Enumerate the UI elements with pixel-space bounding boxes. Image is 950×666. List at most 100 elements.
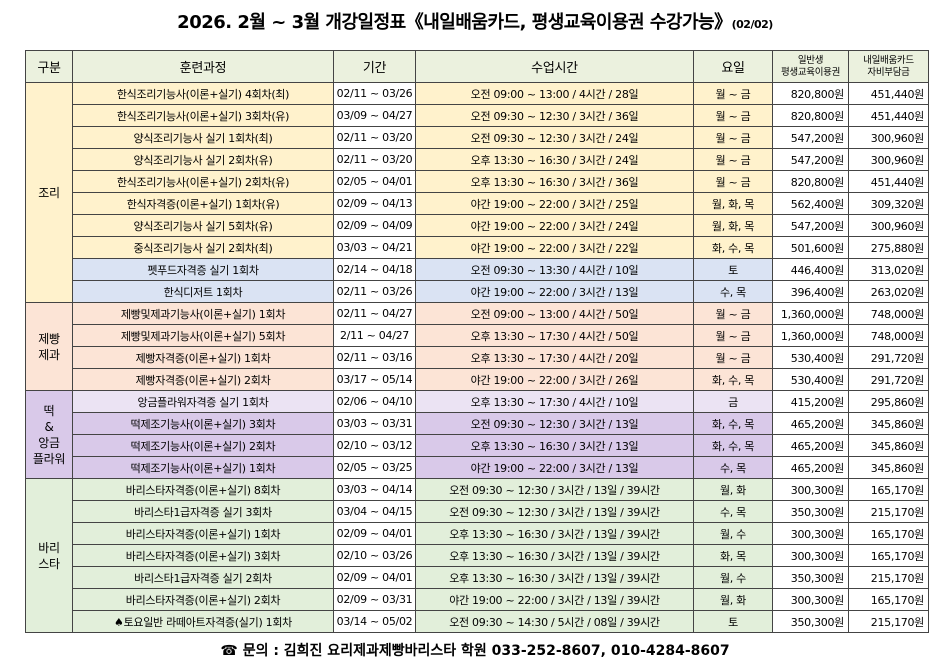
table-cell: 02/09 ~ 03/31	[333, 588, 416, 611]
header-cell: 구분	[25, 50, 73, 83]
table-row: 한식디저트 1회차 02/11 ~ 03/26 야간 19:00 ~ 22:00 /…	[26, 280, 929, 303]
table-cell: 오후 13:30 ~ 16:30 / 3시간 / 13일 / 39시간	[415, 522, 694, 545]
header-cell: 훈련과정	[72, 50, 334, 83]
table-cell: 02/11 ~ 03/26	[333, 280, 416, 303]
table-row: 양식조리기능사 실기 2회차(유) 02/11 ~ 03/20 오후 13:30 ~…	[26, 148, 929, 171]
table-cell: 수, 목	[693, 280, 773, 303]
table-cell: 562,400원	[772, 192, 849, 215]
table-cell: 야간 19:00 ~ 22:00 / 3시간 / 13일	[415, 280, 694, 303]
table-cell: 오후 13:30 ~ 16:30 / 3시간 / 13일 / 39시간	[415, 544, 694, 567]
table-cell: 165,170원	[848, 544, 929, 567]
table-cell: 월 ~ 금	[693, 104, 773, 127]
table-cell: 02/14 ~ 04/18	[333, 258, 416, 281]
header-cell: 수업시간	[415, 50, 694, 83]
table-row: 양식조리기능사 실기 1회차(최) 02/11 ~ 03/20 오전 09:30 ~…	[26, 126, 929, 149]
table-row: 바리스타1급자격증 실기 2회차 02/09 ~ 04/01 오후 13:30 ~ …	[26, 566, 929, 589]
header-cell: 요일	[693, 50, 773, 83]
table-cell: 530,400원	[772, 346, 849, 369]
table-cell: 03/03 ~ 03/31	[333, 412, 416, 435]
table-cell: 748,000원	[848, 302, 929, 325]
table-cell: 300,960원	[848, 126, 929, 149]
table-cell: 02/09 ~ 04/01	[333, 522, 416, 545]
table-cell: 오전 09:00 ~ 13:00 / 4시간 / 50일	[415, 302, 694, 325]
table-cell: 화, 수, 목	[693, 236, 773, 259]
table-cell: 350,300원	[772, 610, 849, 633]
table-cell: 제빵및제과기능사(이론+실기) 1회차	[72, 302, 334, 325]
table-cell: 오전 09:30 ~ 12:30 / 3시간 / 36일	[415, 104, 694, 127]
table-cell: 오후 13:30 ~ 17:30 / 4시간 / 50일	[415, 324, 694, 347]
table-cell: 275,880원	[848, 236, 929, 259]
table-cell: 오전 09:30 ~ 12:30 / 3시간 / 13일 / 39시간	[415, 478, 694, 501]
table-cell: 월, 수	[693, 522, 773, 545]
table-cell: 451,440원	[848, 82, 929, 105]
table-cell: 월, 화, 목	[693, 214, 773, 237]
table-cell: 야간 19:00 ~ 22:00 / 3시간 / 26일	[415, 368, 694, 391]
table-cell: 양식조리기능사 실기 5회차(유)	[72, 214, 334, 237]
table-cell: 165,170원	[848, 478, 929, 501]
table-cell: 바리스타자격증(이론+실기) 3회차	[72, 544, 334, 567]
table-cell: 465,200원	[772, 434, 849, 457]
table-cell: 월 ~ 금	[693, 148, 773, 171]
table-cell: 오후 13:30 ~ 16:30 / 3시간 / 36일	[415, 170, 694, 193]
table-cell: 03/03 ~ 04/14	[333, 478, 416, 501]
header-cell: 일반생 평생교육이용권	[772, 50, 849, 83]
group-cell: 떡 & 앙금 플라워	[25, 390, 73, 479]
table-cell: 03/03 ~ 04/21	[333, 236, 416, 259]
table-cell: 야간 19:00 ~ 22:00 / 3시간 / 22일	[415, 236, 694, 259]
table-cell: 02/05 ~ 04/01	[333, 170, 416, 193]
table-row: 펫푸드자격증 실기 1회차 02/14 ~ 04/18 오전 09:30 ~ 13:…	[26, 258, 929, 281]
table-cell: 215,170원	[848, 566, 929, 589]
table-row: 한식자격증(이론+실기) 1회차(유) 02/09 ~ 04/13 야간 19:00…	[26, 192, 929, 215]
table-row: 바리스타자격증(이론+실기) 3회차 02/10 ~ 03/26 오후 13:30 …	[26, 544, 929, 567]
table-cell: 345,860원	[848, 456, 929, 479]
text-line: 바리	[38, 540, 60, 555]
table-cell: 떡제조기능사(이론+실기) 2회차	[72, 434, 334, 457]
table-row: 제빵자격증(이론+실기) 1회차 02/11 ~ 03/16 오후 13:30 ~ …	[26, 346, 929, 369]
table-cell: 바리스타1급자격증 실기 3회차	[72, 500, 334, 523]
table-cell: 03/04 ~ 04/15	[333, 500, 416, 523]
text-line: 내일배움카드	[863, 54, 914, 66]
table-cell: 02/09 ~ 04/13	[333, 192, 416, 215]
table-cell: 215,170원	[848, 500, 929, 523]
table-cell: 03/17 ~ 05/14	[333, 368, 416, 391]
table-cell: 수, 목	[693, 456, 773, 479]
table-cell: 547,200원	[772, 126, 849, 149]
table-cell: 양식조리기능사 실기 1회차(최)	[72, 126, 334, 149]
table-cell: 451,440원	[848, 104, 929, 127]
table-cell: 465,200원	[772, 412, 849, 435]
table-cell: 350,300원	[772, 566, 849, 589]
table-cell: 앙금플라워자격증 실기 1회차	[72, 390, 334, 413]
table-cell: 야간 19:00 ~ 22:00 / 3시간 / 13일 / 39시간	[415, 588, 694, 611]
text-line: 자비부담금	[867, 66, 910, 78]
table-cell: 03/14 ~ 05/02	[333, 610, 416, 633]
table-cell: 02/10 ~ 03/12	[333, 434, 416, 457]
table-cell: 떡제조기능사(이론+실기) 3회차	[72, 412, 334, 435]
table-cell: 820,800원	[772, 170, 849, 193]
table-cell: 345,860원	[848, 434, 929, 457]
table-cell: 530,400원	[772, 368, 849, 391]
table-cell: 오후 13:30 ~ 17:30 / 4시간 / 20일	[415, 346, 694, 369]
table-cell: 월 ~ 금	[693, 126, 773, 149]
table-row: 떡제조기능사(이론+실기) 3회차 03/03 ~ 03/31 오전 09:30 ~…	[26, 412, 929, 435]
text-line: 제빵	[38, 331, 60, 346]
table-row: 바리스타1급자격증 실기 3회차 03/04 ~ 04/15 오전 09:30 ~ …	[26, 500, 929, 523]
table-cell: 토	[693, 258, 773, 281]
header-cell: 내일배움카드 자비부담금	[848, 50, 929, 83]
table-cell: 월 ~ 금	[693, 170, 773, 193]
table-row: 떡제조기능사(이론+실기) 2회차 02/10 ~ 03/12 오후 13:30 ~…	[26, 434, 929, 457]
group-cell: 제빵 제과	[25, 302, 73, 391]
table-cell: 820,800원	[772, 104, 849, 127]
table-cell: 02/11 ~ 03/26	[333, 82, 416, 105]
table-cell: 02/05 ~ 03/25	[333, 456, 416, 479]
table-cell: 350,300원	[772, 500, 849, 523]
schedule-table: 구분 훈련과정 기간 수업시간 요일 일반생 평생교육이용권 내일배움카드 자비부담금 조리 한식…	[25, 50, 929, 633]
table-cell: 451,440원	[848, 170, 929, 193]
table-cell: 02/10 ~ 03/26	[333, 544, 416, 567]
table-cell: 월 ~ 금	[693, 82, 773, 105]
table-cell: 오후 13:30 ~ 16:30 / 3시간 / 13일 / 39시간	[415, 566, 694, 589]
table-cell: 396,400원	[772, 280, 849, 303]
title-date: (02/02)	[731, 18, 774, 31]
table-cell: 한식조리기능사(이론+실기) 4회차(최)	[72, 82, 334, 105]
table-row: 한식조리기능사(이론+실기) 2회차(유) 02/05 ~ 04/01 오후 13:…	[26, 170, 929, 193]
